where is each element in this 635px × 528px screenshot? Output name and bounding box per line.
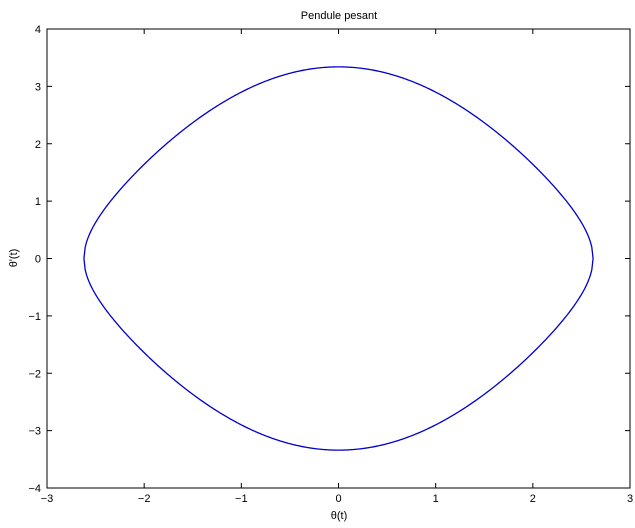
y-tick-label: 2: [35, 139, 41, 151]
x-tick-label: −1: [235, 493, 248, 505]
y-tick-label: 4: [35, 24, 41, 36]
x-tick-label: 0: [335, 493, 341, 505]
x-tick-label: 3: [627, 493, 633, 505]
series-line-trajectory: [83, 66, 594, 451]
y-tick-label: −3: [28, 426, 41, 438]
y-tick-label: −1: [28, 311, 41, 323]
x-axis: −3 −2 −1 0 1 2 3: [41, 29, 633, 505]
plot-area: [46, 28, 631, 489]
y-axis: −4 −3 −2 −1 0 1 2 3 4: [28, 24, 630, 495]
y-tick-label: −4: [28, 483, 41, 495]
x-tick-label: 2: [530, 493, 536, 505]
x-tick-label: −2: [138, 493, 151, 505]
x-axis-label: θ(t): [331, 510, 348, 522]
y-tick-label: 3: [35, 81, 41, 93]
y-tick-label: 0: [35, 254, 41, 266]
x-tick-label: −3: [41, 493, 54, 505]
y-axis-label: θ'(t): [8, 249, 20, 268]
y-tick-label: 1: [35, 196, 41, 208]
x-tick-label: 1: [433, 493, 439, 505]
chart-title: Pendule pesant: [301, 10, 377, 22]
y-tick-label: −2: [28, 368, 41, 380]
